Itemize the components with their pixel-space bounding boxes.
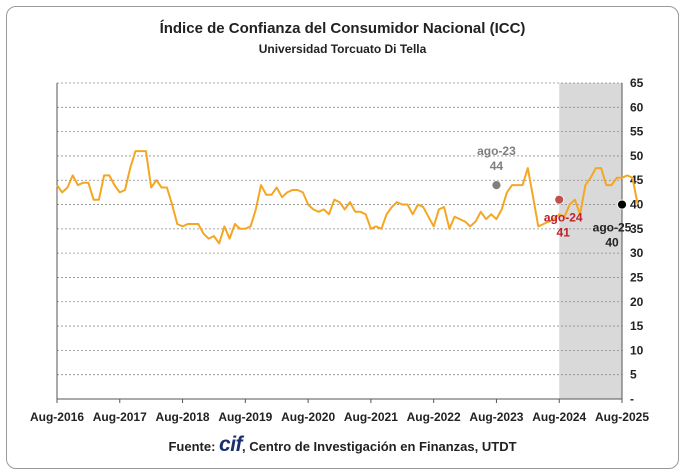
annotation-marker: [554, 194, 565, 205]
annotation-value-label: 40: [605, 236, 619, 250]
annotation-date-label: ago-24: [544, 211, 583, 225]
annotation-marker: [617, 199, 627, 210]
y-tick-label: 30: [630, 246, 644, 260]
y-tick-label: 15: [630, 319, 644, 333]
source-prefix: Fuente:: [168, 439, 220, 454]
x-tick-label: Aug-2022: [407, 410, 461, 424]
annotation-marker: [491, 180, 502, 190]
annotation-date-label: ago-23: [477, 144, 516, 158]
chart-title: Índice de Confianza del Consumidor Nacio…: [159, 20, 526, 37]
y-tick-label: 25: [630, 270, 644, 284]
y-tick-label: 5: [630, 368, 637, 382]
y-tick-label: -: [630, 392, 634, 406]
cif-logo: cif: [219, 433, 243, 456]
x-tick-label: Aug-2024: [532, 410, 586, 424]
x-tick-label: Aug-2021: [344, 410, 398, 424]
annotation-date-label: ago-25: [593, 221, 632, 235]
y-tick-label: 20: [630, 295, 644, 309]
annotation-value-label: 44: [490, 159, 504, 173]
annotation-value-label: 41: [557, 226, 571, 240]
x-tick-label: Aug-2023: [469, 410, 523, 424]
shaded-region: [559, 83, 622, 399]
y-tick-label: 35: [630, 222, 644, 236]
source-note: Fuente: cif, Centro de Investigación en …: [0, 433, 685, 457]
chart-subtitle: Universidad Torcuato Di Tella: [258, 42, 427, 56]
y-tick-label: 55: [630, 125, 644, 139]
x-tick-label: Aug-2018: [156, 410, 210, 424]
icc-series-line: [56, 150, 639, 245]
x-tick-label: Aug-2019: [218, 410, 272, 424]
y-tick-label: 60: [630, 100, 644, 114]
y-tick-label: 10: [630, 343, 644, 357]
y-tick-label: 65: [630, 76, 644, 90]
x-tick-label: Aug-2025: [595, 410, 649, 424]
y-tick-label: 50: [630, 149, 644, 163]
source-suffix: , Centro de Investigación en Finanzas, U…: [242, 439, 517, 454]
x-tick-label: Aug-2020: [281, 410, 335, 424]
x-tick-label: Aug-2016: [30, 410, 84, 424]
x-tick-label: Aug-2017: [93, 410, 147, 424]
